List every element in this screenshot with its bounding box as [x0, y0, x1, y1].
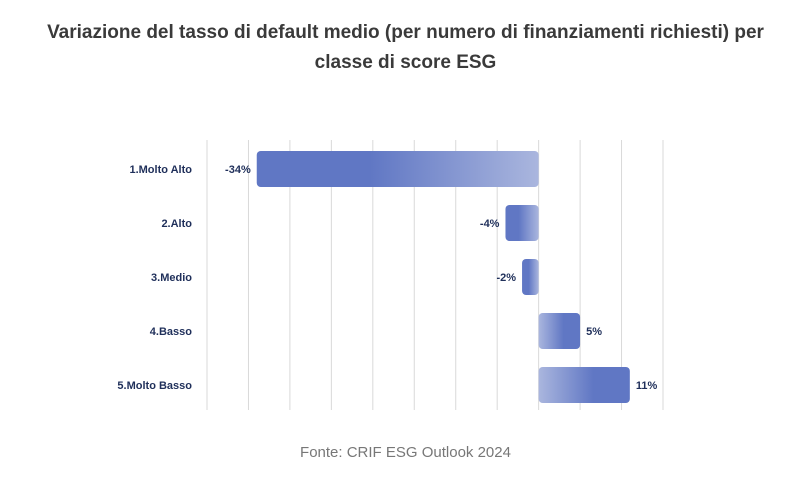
- category-label: 5.Molto Basso: [117, 380, 192, 392]
- bar-4: [538, 313, 581, 349]
- category-label: 2.Alto: [161, 218, 192, 230]
- title-line-1: Variazione del tasso di default medio (p…: [47, 22, 764, 43]
- bar-1: [256, 151, 539, 187]
- data-label: -4%: [480, 218, 500, 230]
- bar-3: [522, 259, 539, 295]
- title-line-2: classe di score ESG: [314, 52, 497, 73]
- category-label: 4.Basso: [150, 326, 192, 338]
- data-label: -2%: [496, 272, 516, 284]
- data-label: -34%: [225, 164, 251, 176]
- data-label: 5%: [586, 326, 602, 338]
- source-note: Fonte: CRIF ESG Outlook 2024: [300, 444, 511, 461]
- category-label: 1.Molto Alto: [129, 164, 192, 176]
- data-label: 11%: [636, 380, 658, 392]
- bar-2: [505, 205, 539, 241]
- chart-title: Variazione del tasso di default medio (p…: [0, 18, 811, 78]
- bar-5: [538, 367, 630, 403]
- category-label: 3.Medio: [151, 272, 192, 284]
